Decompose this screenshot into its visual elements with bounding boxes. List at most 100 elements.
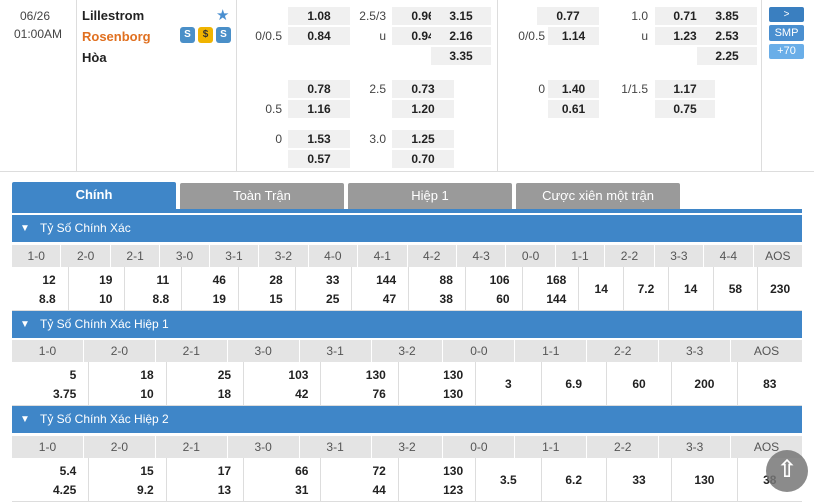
odds-cell[interactable]: 1.53 (288, 130, 350, 148)
odds-1x2-draw[interactable]: 3.35 (431, 47, 491, 65)
odds-1x2-away[interactable]: 2.16 (431, 27, 491, 45)
score-odds-cell[interactable]: 15 9.2 (89, 458, 167, 501)
odds-1x2-home[interactable]: 3.15 (431, 7, 491, 25)
score-odds-cell[interactable]: 3 (476, 362, 542, 405)
section-header-correct-score[interactable]: ▼ Tỷ Số Chính Xác (12, 215, 802, 242)
score-header-cell: 1-0 (12, 340, 84, 362)
score-odds-cell[interactable]: 83 (738, 362, 802, 405)
match-time: 01:00AM (14, 27, 63, 41)
odds-1x2-draw[interactable]: 2.25 (697, 47, 757, 65)
section-header-correct-score-h1[interactable]: ▼ Tỷ Số Chính Xác Hiệp 1 (12, 311, 802, 338)
stats-icon[interactable]: S (180, 27, 195, 43)
odds-cell[interactable]: 1.14 (548, 27, 599, 45)
odds-cell[interactable]: 1.17 (655, 80, 715, 98)
chevron-down-icon[interactable]: ▼ (20, 414, 30, 425)
score-odds-cell[interactable]: 72 44 (321, 458, 399, 501)
score-odds-cell[interactable]: 130 (672, 458, 738, 501)
score-odds-cell[interactable]: 14 (579, 267, 625, 310)
odds-1x2-away[interactable]: 2.53 (697, 27, 757, 45)
score-odds-cell[interactable]: 18 10 (89, 362, 167, 405)
score-header-cell: 2-2 (587, 436, 660, 458)
scroll-to-top-button[interactable]: ⇧ (766, 450, 808, 492)
odds-cell[interactable]: 0.78 (288, 80, 350, 98)
score-odds-cell[interactable]: 5.4 4.25 (12, 458, 90, 501)
odds-away-value: 76 (372, 387, 386, 401)
odds-cell[interactable]: 1.25 (392, 130, 454, 148)
more-markets-button[interactable]: +70 (769, 44, 804, 59)
odds-value: 3.5 (499, 472, 517, 487)
favorite-star-icon[interactable]: ★ (216, 7, 230, 24)
score-odds-cell[interactable]: 168 144 (523, 267, 580, 310)
odds-home-value: 130 (443, 464, 464, 478)
score-odds-cell[interactable]: 3.5 (476, 458, 542, 501)
score-odds-cell[interactable]: 46 19 (182, 267, 239, 310)
score-odds-cell[interactable]: 33 (607, 458, 673, 501)
tab-half-1[interactable]: Hiệp 1 (348, 183, 512, 209)
tab-main[interactable]: Chính (12, 182, 176, 210)
handicap-line: 0/0.5 (518, 29, 545, 43)
score-odds-cell[interactable]: 130 76 (321, 362, 399, 405)
odds-cell[interactable]: 0.75 (655, 100, 715, 118)
stats-icon[interactable]: S (216, 27, 231, 43)
odds-cell[interactable]: 1.08 (288, 7, 350, 25)
odds-home-value: 130 (365, 368, 386, 382)
score-header-cell: 2-1 (111, 245, 161, 267)
section-title: Tỷ Số Chính Xác Hiệp 2 (40, 412, 169, 426)
odds-home-value: 25 (217, 368, 232, 382)
score-odds-cell[interactable]: 230 (758, 267, 802, 310)
odds-cell[interactable]: 0.73 (392, 80, 454, 98)
odds-cell[interactable]: 0.84 (288, 27, 350, 45)
score-odds-cell[interactable]: 66 31 (244, 458, 322, 501)
score-odds-cell[interactable]: 19 10 (69, 267, 126, 310)
score-odds-cell[interactable]: 17 13 (167, 458, 245, 501)
money-icon[interactable]: $ (198, 27, 213, 43)
score-odds-cell[interactable]: 25 18 (167, 362, 245, 405)
odds-away-value: 3.75 (53, 387, 77, 401)
odds-cell[interactable]: 0.61 (548, 100, 599, 118)
expand-arrow-button[interactable]: > (769, 7, 804, 22)
away-team[interactable]: Rosenborg (82, 29, 151, 44)
odds-away-value: 144 (546, 292, 567, 306)
tab-full-match[interactable]: Toàn Trận (180, 183, 344, 209)
score-odds-cell[interactable]: 130 130 (399, 362, 477, 405)
score-header-cell: 4-2 (408, 245, 457, 267)
odds-away-value: 44 (372, 483, 386, 497)
score-odds-cell[interactable]: 60 (607, 362, 673, 405)
score-odds-cell[interactable]: 58 (714, 267, 759, 310)
chevron-down-icon[interactable]: ▼ (20, 223, 30, 234)
chevron-down-icon[interactable]: ▼ (20, 319, 30, 330)
ou-line: 2.5/3 (359, 9, 386, 23)
odds-cell[interactable]: 0.70 (392, 150, 454, 168)
score-odds-cell[interactable]: 5 3.75 (12, 362, 90, 405)
section-header-correct-score-h2[interactable]: ▼ Tỷ Số Chính Xác Hiệp 2 (12, 406, 802, 433)
score-odds-cell[interactable]: 11 8.8 (125, 267, 183, 310)
odds-cell[interactable]: 0.77 (537, 7, 599, 25)
score-odds-cell[interactable]: 28 15 (239, 267, 296, 310)
score-odds-cell[interactable]: 7.2 (624, 267, 669, 310)
score-odds-cell[interactable]: 144 47 (352, 267, 410, 310)
score-odds-cell[interactable]: 130 123 (399, 458, 477, 501)
score-header-cell: 2-0 (84, 436, 156, 458)
odds-cell[interactable]: 1.16 (288, 100, 350, 118)
odds-cell[interactable]: 0.57 (288, 150, 350, 168)
tab-parlay[interactable]: Cược xiên một trận (516, 183, 680, 209)
score-odds-cell[interactable]: 88 38 (409, 267, 466, 310)
smp-button[interactable]: SMP (769, 25, 804, 41)
odds-value: 14 (594, 281, 608, 296)
score-header-cell: 0-0 (506, 245, 556, 267)
handicap-line: 0/0.5 (255, 29, 282, 43)
score-odds-cell[interactable]: 14 (669, 267, 714, 310)
score-odds-cell[interactable]: 12 8.8 (12, 267, 69, 310)
score-odds-cell[interactable]: 106 60 (466, 267, 523, 310)
score-odds-cell[interactable]: 103 42 (244, 362, 322, 405)
odds-cell[interactable]: 1.20 (392, 100, 454, 118)
home-team[interactable]: Lillestrom (82, 8, 145, 23)
score-odds-cell[interactable]: 6.2 (542, 458, 607, 501)
score-header-cell: 3-2 (372, 436, 444, 458)
odds-1x2-home[interactable]: 3.85 (697, 7, 757, 25)
score-odds-cell[interactable]: 33 25 (296, 267, 353, 310)
score-odds-cell[interactable]: 200 (672, 362, 738, 405)
odds-cell[interactable]: 1.40 (548, 80, 599, 98)
score-header-cell: 4-1 (358, 245, 408, 267)
score-odds-cell[interactable]: 6.9 (542, 362, 607, 405)
